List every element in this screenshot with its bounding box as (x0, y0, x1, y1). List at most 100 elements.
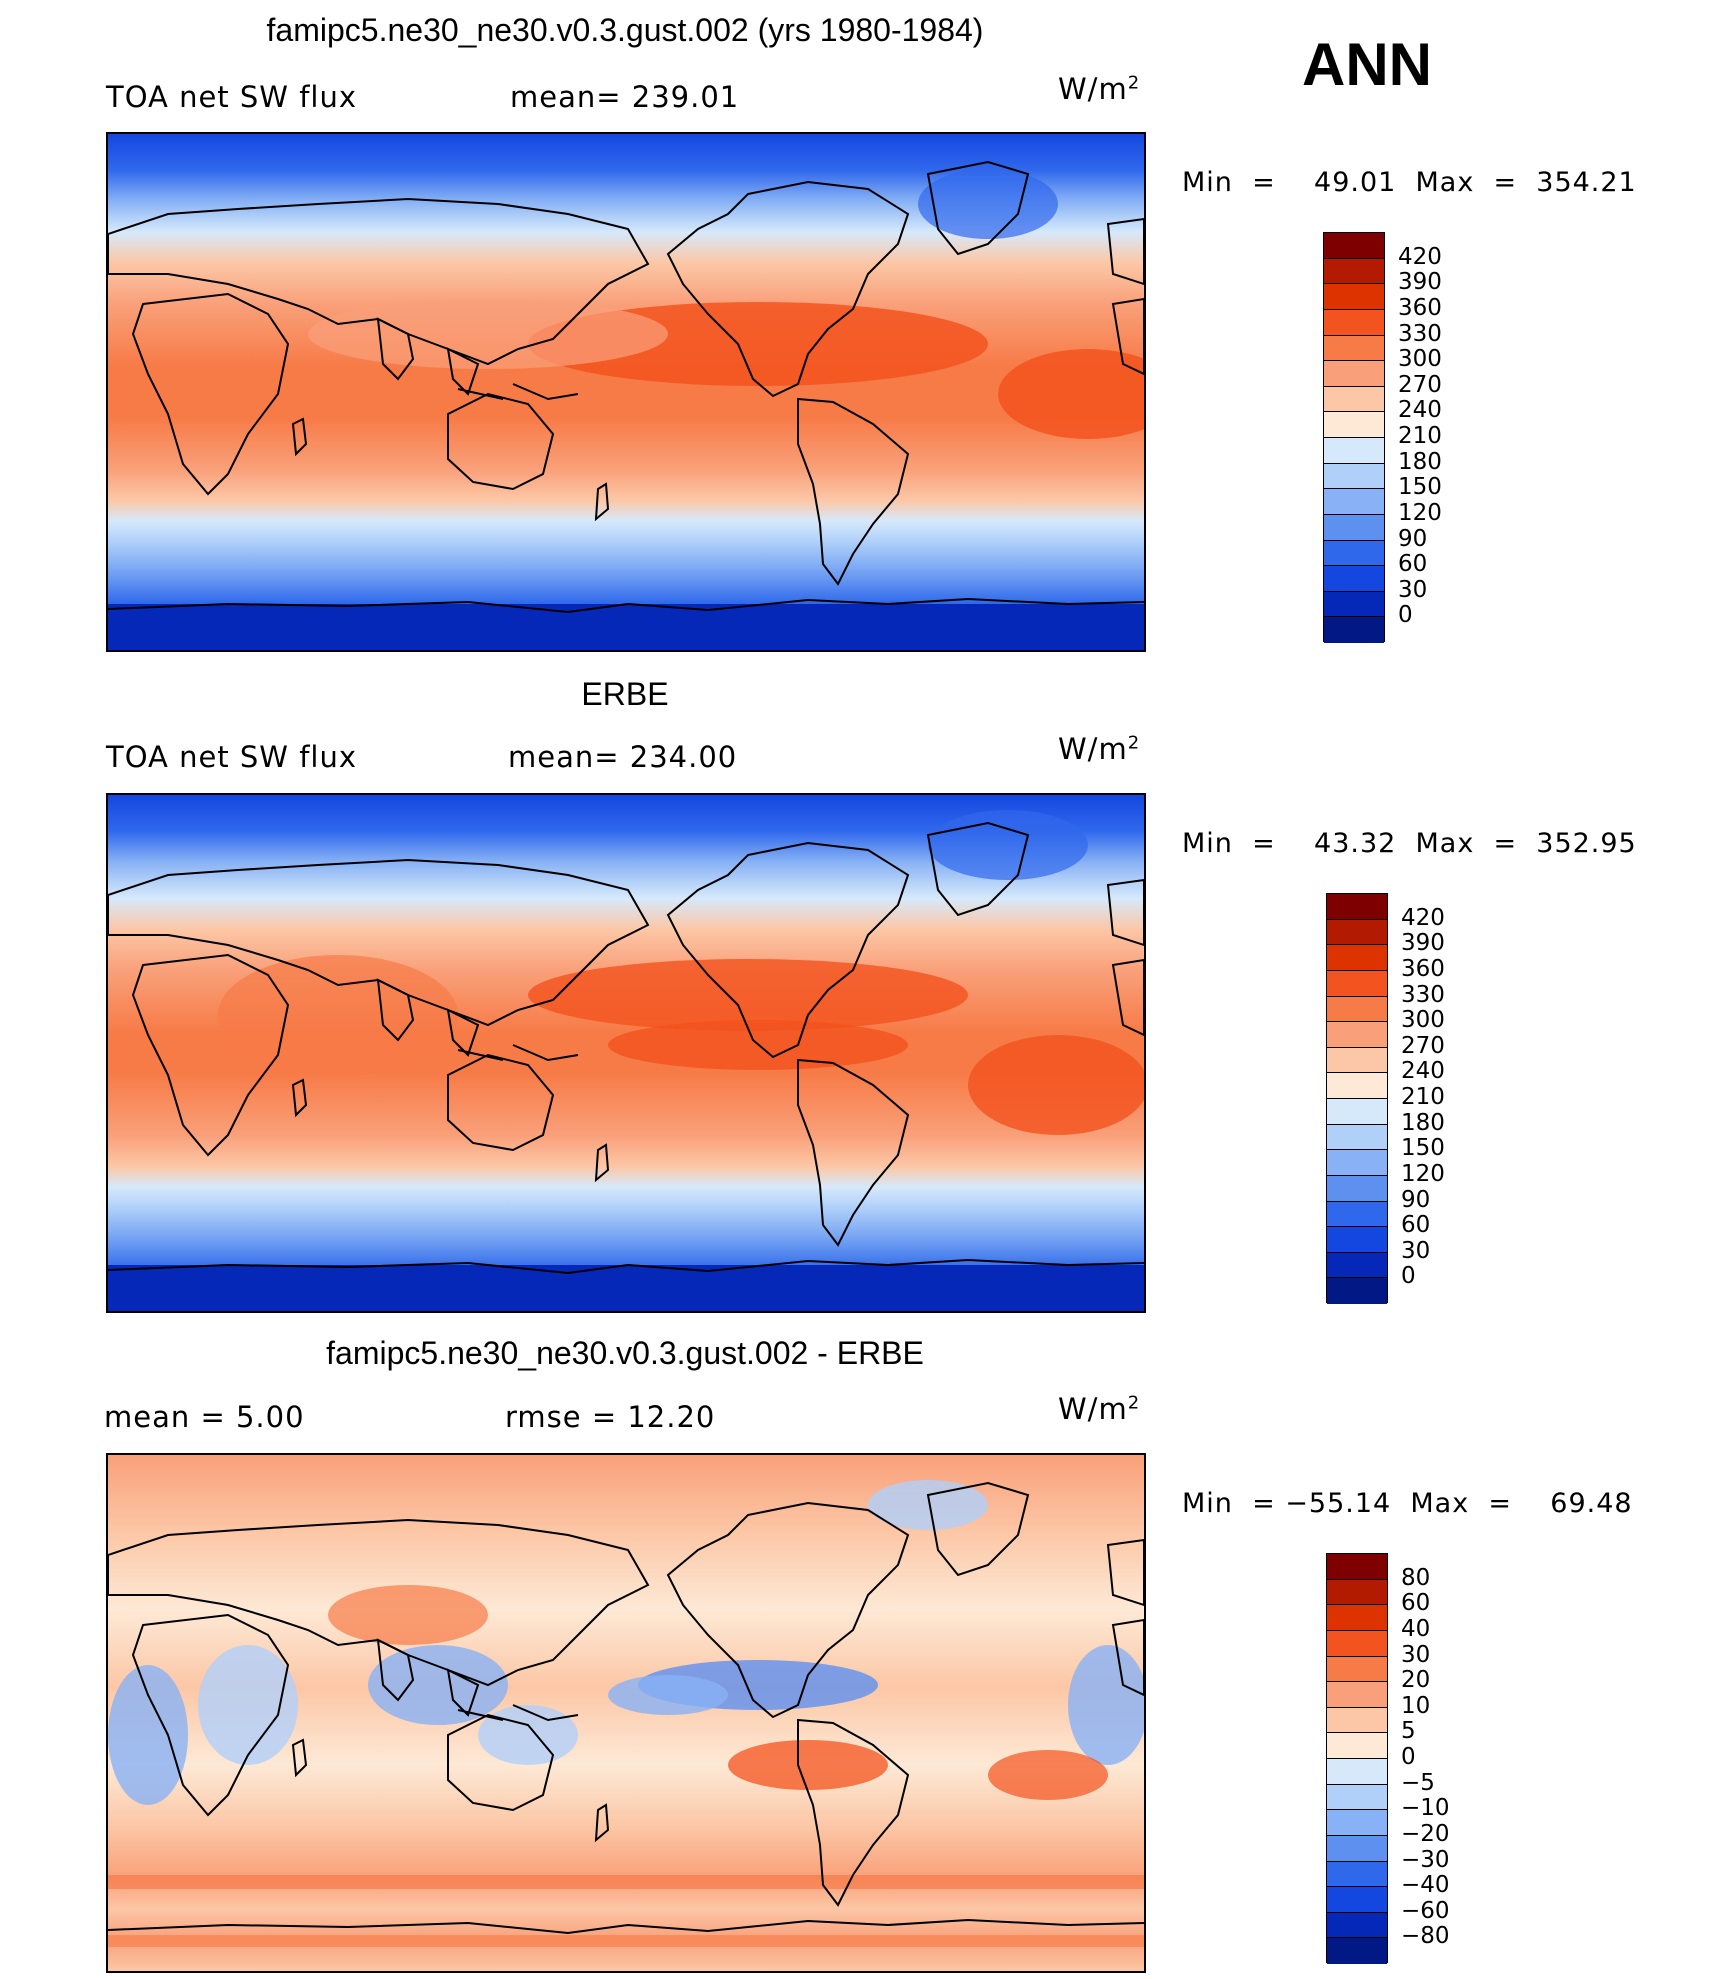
colorbar-swatch (1327, 1630, 1387, 1657)
colorbar-tick-label: 390 (1401, 930, 1445, 957)
colorbar-tick-label: 420 (1401, 904, 1445, 931)
colorbar-swatch (1324, 386, 1384, 413)
colorbar-swatch (1324, 233, 1384, 259)
colorbar-tick-label: 20 (1401, 1667, 1431, 1694)
colorbar-tick-label: 5 (1401, 1718, 1416, 1745)
colorbar-swatch (1327, 1887, 1387, 1913)
colorbar-tick-label: 150 (1401, 1135, 1445, 1162)
colorbar-swatch (1324, 412, 1384, 438)
colorbar-tick-label: 120 (1401, 1160, 1445, 1187)
colorbar-swatch (1327, 1861, 1387, 1888)
panel-3-map (106, 1453, 1146, 1973)
colorbar-swatch (1327, 1201, 1387, 1228)
colorbar-swatch (1324, 361, 1384, 387)
panel-1-minmax: Min = 49.01 Max = 354.21 (1182, 167, 1637, 198)
colorbar-swatch (1327, 1175, 1387, 1202)
colorbar-swatch (1324, 591, 1384, 618)
colorbar-swatch (1327, 1073, 1387, 1099)
panel-1-title: famipc5.ne30_ne30.v0.3.gust.002 (yrs 198… (266, 12, 984, 48)
colorbar-swatch (1327, 945, 1387, 971)
colorbar-swatch (1327, 1150, 1387, 1176)
colorbar-tick-label: 240 (1401, 1058, 1445, 1085)
colorbar-swatch (1327, 1554, 1387, 1580)
panel-2-units: W/m2 (1058, 732, 1141, 766)
colorbar-tick-label: 210 (1398, 423, 1442, 449)
colorbar-swatch (1327, 1810, 1387, 1836)
colorbar-tick-label: −60 (1401, 1897, 1450, 1924)
colorbar-swatch (1324, 463, 1384, 490)
colorbar-swatch (1327, 1759, 1387, 1785)
panel-1-mean-label: mean= 239.01 (510, 80, 740, 114)
colorbar-tick-label: 60 (1401, 1212, 1431, 1239)
colorbar-swatch (1327, 1656, 1387, 1683)
panel-1-units: W/m2 (1058, 72, 1141, 106)
panel-3-minmax: Min = −55.14 Max = 69.48 (1182, 1488, 1633, 1519)
colorbar-swatch (1327, 919, 1387, 946)
colorbar-tick-label: 390 (1398, 269, 1442, 296)
colorbar-tick-label: 330 (1398, 320, 1442, 347)
colorbar-swatch (1324, 489, 1384, 515)
colorbar-swatch (1327, 1278, 1387, 1304)
colorbar-tick-label: 0 (1401, 1263, 1416, 1290)
colorbar-swatch (1327, 1707, 1387, 1734)
colorbar-swatch (1327, 996, 1387, 1023)
colorbar-swatch (1324, 514, 1384, 541)
colorbar-tick-label: 0 (1398, 602, 1413, 629)
colorbar-swatch (1327, 1733, 1387, 1759)
colorbar-tick-label: 270 (1401, 1032, 1445, 1059)
panel-1-colorbar (1323, 232, 1385, 643)
colorbar-swatch (1327, 1099, 1387, 1125)
colorbar-tick-label: 300 (1398, 346, 1442, 373)
colorbar-tick-label: 270 (1398, 371, 1442, 398)
colorbar-swatch (1324, 540, 1384, 567)
panel-2-colorbar (1326, 893, 1388, 1304)
colorbar-tick-label: 30 (1398, 576, 1428, 603)
colorbar-tick-label: 330 (1401, 981, 1445, 1008)
panel-3-mean-label: mean = 5.00 (104, 1400, 305, 1434)
colorbar-tick-label: 180 (1401, 1109, 1445, 1136)
panel-1-variable-label: TOA net SW flux (106, 80, 358, 114)
colorbar-tick-label: 0 (1401, 1744, 1416, 1770)
colorbar-tick-label: −80 (1401, 1923, 1450, 1950)
panel-3-colorbar (1326, 1553, 1388, 1964)
colorbar-tick-label: 40 (1401, 1615, 1431, 1642)
colorbar-tick-label: 210 (1401, 1084, 1445, 1110)
colorbar-swatch (1327, 1047, 1387, 1074)
colorbar-tick-label: −20 (1401, 1820, 1450, 1847)
colorbar-swatch (1327, 970, 1387, 997)
colorbar-tick-label: 60 (1398, 551, 1428, 578)
colorbar-swatch (1327, 1252, 1387, 1279)
colorbar-tick-label: 80 (1401, 1564, 1431, 1591)
colorbar-swatch (1327, 1938, 1387, 1964)
colorbar-swatch (1324, 617, 1384, 643)
colorbar-tick-label: 10 (1401, 1692, 1431, 1719)
colorbar-tick-label: 300 (1401, 1007, 1445, 1034)
colorbar-swatch (1327, 1835, 1387, 1862)
panel-3-units: W/m2 (1058, 1392, 1141, 1426)
panel-2-variable-label: TOA net SW flux (106, 740, 358, 774)
panel-2-minmax: Min = 43.32 Max = 352.95 (1182, 828, 1637, 859)
colorbar-swatch (1327, 1579, 1387, 1606)
colorbar-tick-label: 420 (1398, 243, 1442, 270)
colorbar-tick-label: 180 (1398, 448, 1442, 475)
colorbar-tick-label: 60 (1401, 1590, 1431, 1617)
colorbar-swatch (1327, 1682, 1387, 1708)
colorbar-swatch (1324, 284, 1384, 310)
colorbar-tick-label: 30 (1401, 1641, 1431, 1668)
colorbar-tick-label: 30 (1401, 1237, 1431, 1264)
colorbar-swatch (1324, 438, 1384, 464)
colorbar-swatch (1327, 894, 1387, 920)
colorbar-swatch (1324, 566, 1384, 592)
colorbar-tick-label: 120 (1398, 499, 1442, 526)
colorbar-swatch (1324, 309, 1384, 336)
panel-2-mean-label: mean= 234.00 (508, 740, 738, 774)
colorbar-swatch (1327, 1605, 1387, 1631)
colorbar-tick-label: −10 (1401, 1795, 1450, 1822)
season-label: ANN (1302, 31, 1432, 98)
colorbar-tick-label: −40 (1401, 1872, 1450, 1899)
colorbar-swatch (1327, 1022, 1387, 1048)
colorbar-tick-label: 150 (1398, 474, 1442, 501)
colorbar-tick-label: 240 (1398, 397, 1442, 424)
colorbar-tick-label: 360 (1401, 955, 1445, 982)
colorbar-swatch (1327, 1784, 1387, 1811)
